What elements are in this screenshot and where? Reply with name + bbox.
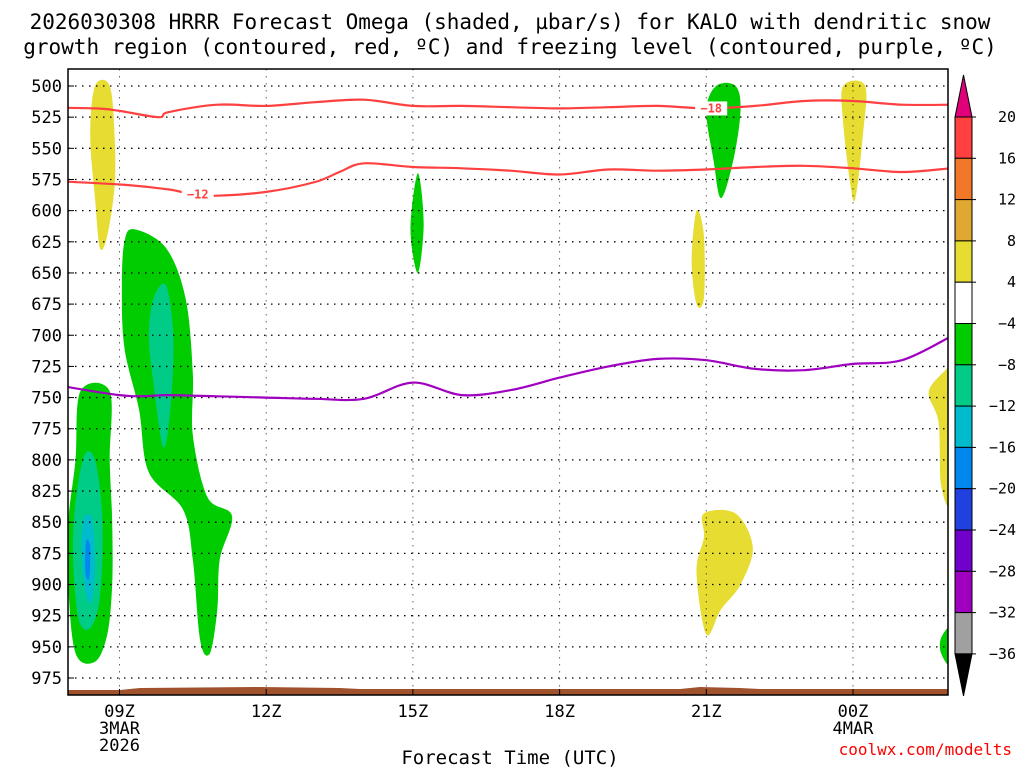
y-tick-label-775: 775 — [31, 420, 62, 440]
omega-region-2 — [691, 209, 705, 308]
omega-region-8 — [121, 229, 233, 656]
colorbar: 20 16 12 8 4 −4 −8 −12 −16 −20 −24 −28 −32 −36 — [954, 74, 1016, 696]
colorbar-bin-5 — [954, 323, 973, 366]
contour-label-bg-0 — [695, 101, 728, 116]
y-tick-label-725: 725 — [31, 357, 62, 377]
x-tick-label-21-0: 21Z — [691, 702, 722, 722]
colorbar-tick-label-4: 4 — [1007, 273, 1016, 291]
y-tick-label-925: 925 — [31, 607, 62, 627]
colorbar-bin-8 — [954, 446, 973, 490]
y-tick-label-975: 975 — [31, 669, 62, 689]
x-tick-label-24-1: 4MAR — [833, 719, 875, 739]
colorbar-tick-label-8: −16 — [989, 438, 1016, 456]
y-tick-label-675: 675 — [31, 295, 62, 315]
colorbar-tick-label-1: 16 — [998, 149, 1016, 167]
chart-title-line1: 2026030308 HRRR Forecast Omega (shaded, … — [30, 10, 991, 34]
y-tick-label-550: 550 — [31, 139, 62, 159]
freezing-level-contour — [68, 336, 948, 402]
y-tick-label-650: 650 — [31, 264, 62, 284]
omega-region-13 — [939, 627, 948, 666]
x-tick-label-18-0: 18Z — [544, 702, 575, 722]
colorbar-tick-label-2: 12 — [998, 191, 1016, 209]
colorbar-tick-label-7: −12 — [989, 397, 1016, 415]
y-tick-label-750: 750 — [31, 389, 62, 409]
colorbar-bin-4 — [954, 281, 973, 325]
y-tick-label-625: 625 — [31, 233, 62, 253]
omega-region-5 — [706, 82, 741, 199]
y-tick-label-700: 700 — [31, 326, 62, 346]
contour-label-1: −12 — [187, 187, 209, 201]
colorbar-bin-10 — [954, 529, 973, 572]
y-tick-label-525: 525 — [31, 108, 62, 128]
terrain-band — [68, 687, 948, 695]
omega-region-1 — [841, 80, 867, 202]
y-tick-label-500: 500 — [31, 77, 62, 97]
colorbar-tick-label-0: 20 — [998, 108, 1016, 126]
contour-label-0: −18 — [700, 101, 722, 115]
colorbar-bin-12 — [954, 612, 973, 655]
omega-region-4 — [928, 366, 948, 507]
omega-shading — [68, 79, 948, 666]
plot-frame — [67, 68, 949, 696]
y-tick-label-575: 575 — [31, 170, 62, 190]
omega-region-3 — [696, 509, 753, 636]
colorbar-tick-label-9: −20 — [989, 480, 1016, 498]
x-tick-label-9-1: 3MAR — [99, 719, 141, 739]
y-tick-label-800: 800 — [31, 451, 62, 471]
colorbar-bin-1 — [954, 157, 973, 201]
colorbar-tick-label-5: −4 — [998, 315, 1016, 333]
omega-region-6 — [410, 173, 424, 273]
y-tick-label-875: 875 — [31, 544, 62, 564]
colorbar-tick-label-12: −32 — [989, 604, 1016, 622]
colorbar-bin-6 — [954, 364, 973, 407]
colorbar-tick-label-10: −24 — [989, 521, 1016, 539]
colorbar-tick-label-13: −36 — [989, 645, 1016, 663]
x-tick-label-24-0: 00Z — [838, 702, 869, 722]
colorbar-tick-label-11: −28 — [989, 562, 1016, 580]
y-tick-label-900: 900 — [31, 576, 62, 596]
y-tick-label-850: 850 — [31, 513, 62, 533]
contour-label-bg-1 — [181, 187, 214, 202]
omega-region-0 — [90, 79, 116, 251]
colorbar-bin-7 — [954, 405, 973, 448]
x-tick-label-15-0: 15Z — [398, 702, 429, 722]
colorbar-bin-3 — [954, 240, 973, 283]
credit-link[interactable]: coolwx.com/modelts — [839, 740, 1012, 759]
y-axis: 500 525 550 575 600 625 650 675 700 725 750 775 800 8… — [31, 77, 74, 689]
contours: −18 −12 — [68, 98, 948, 402]
omega-region-12 — [85, 539, 91, 580]
colorbar-tick-label-3: 8 — [1007, 232, 1016, 250]
terrain-fill — [68, 687, 948, 695]
y-tick-label-950: 950 — [31, 638, 62, 658]
x-tick-label-9-2: 2026 — [99, 736, 140, 756]
omega-region-10 — [148, 283, 174, 448]
chart-title-line2: growth region (contoured, red, ºC) and f… — [23, 35, 997, 59]
dendritic-contour-0 — [68, 98, 948, 119]
x-axis-label: Forecast Time (UTC) — [401, 747, 618, 768]
colorbar-bin-0 — [954, 116, 973, 159]
x-tick-label-9-0: 09Z — [104, 702, 135, 722]
colorbar-bin-11 — [954, 570, 973, 614]
colorbar-top-arrow — [954, 74, 973, 118]
y-tick-label-825: 825 — [31, 482, 62, 502]
colorbar-bin-2 — [954, 199, 973, 242]
colorbar-bottom-arrow — [954, 653, 973, 696]
y-tick-label-600: 600 — [31, 202, 62, 222]
colorbar-tick-label-6: −8 — [998, 356, 1016, 374]
colorbar-bin-9 — [954, 488, 973, 531]
x-tick-label-12-0: 12Z — [251, 702, 282, 722]
